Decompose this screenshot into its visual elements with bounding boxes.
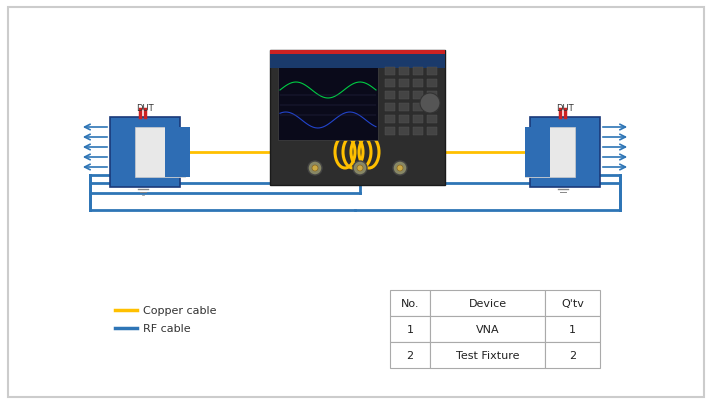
Bar (545, 290, 600, 316)
Bar (545, 316, 600, 342)
Bar (399, 80, 409, 88)
Bar (135, 128, 185, 177)
Bar (390, 342, 430, 368)
Circle shape (420, 94, 440, 114)
Circle shape (393, 162, 407, 175)
Bar (430, 342, 545, 368)
Bar (399, 68, 409, 76)
Bar (399, 128, 409, 136)
Bar (413, 68, 423, 76)
Bar (413, 92, 423, 100)
Bar (270, 51, 445, 69)
Bar (413, 104, 423, 112)
Bar (385, 104, 395, 112)
Text: DUT: DUT (136, 104, 154, 113)
Text: 1: 1 (569, 324, 576, 334)
Bar (385, 68, 395, 76)
Bar (385, 116, 395, 124)
Text: Q'tv: Q'tv (561, 298, 584, 308)
Circle shape (308, 162, 322, 175)
Text: Copper cable: Copper cable (143, 305, 216, 315)
Bar (427, 116, 437, 124)
Text: No.: No. (401, 298, 419, 308)
Bar (430, 316, 545, 342)
Text: DUT: DUT (556, 104, 574, 113)
Circle shape (312, 166, 318, 172)
Bar (385, 80, 395, 88)
Bar (399, 92, 409, 100)
Circle shape (397, 166, 403, 172)
Bar (427, 68, 437, 76)
Bar (413, 116, 423, 124)
Bar (525, 128, 575, 177)
Text: VNA: VNA (476, 324, 499, 334)
Bar (165, 128, 190, 177)
Bar (385, 92, 395, 100)
Bar (525, 128, 550, 177)
Bar (427, 80, 437, 88)
Text: RF cable: RF cable (143, 323, 191, 333)
Text: 2: 2 (569, 350, 576, 360)
Bar (110, 118, 180, 188)
Circle shape (353, 162, 367, 175)
Text: 1: 1 (407, 324, 414, 334)
Bar (413, 80, 423, 88)
Bar (270, 51, 445, 185)
Text: 2: 2 (407, 350, 414, 360)
Bar (390, 316, 430, 342)
Bar (385, 128, 395, 136)
Bar (427, 104, 437, 112)
Circle shape (357, 166, 363, 172)
Bar (399, 116, 409, 124)
Bar (399, 104, 409, 112)
Text: Test Fixture: Test Fixture (456, 350, 519, 360)
Bar (427, 128, 437, 136)
Bar (278, 61, 378, 141)
Bar (430, 290, 545, 316)
Bar (530, 118, 600, 188)
Text: Device: Device (468, 298, 506, 308)
Bar (390, 290, 430, 316)
Bar (270, 51, 445, 55)
Bar (413, 128, 423, 136)
Bar (427, 92, 437, 100)
Bar (545, 342, 600, 368)
